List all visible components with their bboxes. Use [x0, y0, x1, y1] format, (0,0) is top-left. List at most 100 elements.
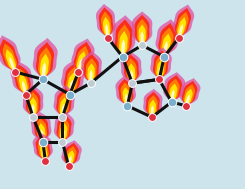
Point: [106, 36, 110, 39]
Polygon shape: [149, 100, 156, 117]
Polygon shape: [143, 89, 162, 117]
Polygon shape: [183, 84, 195, 106]
Polygon shape: [118, 79, 133, 106]
Polygon shape: [36, 118, 47, 142]
Polygon shape: [36, 135, 50, 161]
Polygon shape: [64, 63, 82, 94]
Polygon shape: [19, 74, 28, 94]
Polygon shape: [58, 92, 70, 117]
Polygon shape: [66, 67, 79, 94]
Polygon shape: [28, 92, 38, 117]
Polygon shape: [175, 8, 191, 38]
Polygon shape: [184, 89, 193, 106]
Polygon shape: [122, 87, 130, 106]
Polygon shape: [151, 105, 154, 117]
Polygon shape: [158, 23, 176, 57]
Polygon shape: [156, 19, 180, 57]
Polygon shape: [74, 42, 91, 72]
Polygon shape: [84, 54, 99, 83]
Polygon shape: [38, 47, 51, 79]
Polygon shape: [29, 97, 37, 117]
Polygon shape: [34, 115, 49, 142]
Polygon shape: [61, 129, 65, 142]
Polygon shape: [11, 61, 33, 94]
Polygon shape: [54, 85, 75, 117]
Polygon shape: [40, 129, 44, 142]
Polygon shape: [126, 58, 137, 83]
Polygon shape: [179, 24, 183, 38]
Polygon shape: [61, 59, 85, 94]
Point: [67, 165, 71, 168]
Polygon shape: [105, 24, 109, 38]
Polygon shape: [155, 54, 166, 79]
Polygon shape: [3, 43, 17, 72]
Polygon shape: [166, 75, 182, 102]
Polygon shape: [171, 89, 175, 102]
Polygon shape: [146, 92, 160, 117]
Polygon shape: [60, 123, 67, 142]
Polygon shape: [42, 149, 46, 161]
Polygon shape: [115, 19, 133, 57]
Point: [31, 116, 35, 119]
Polygon shape: [119, 31, 128, 57]
Point: [121, 55, 124, 58]
Polygon shape: [22, 81, 26, 94]
Polygon shape: [0, 35, 21, 72]
Polygon shape: [54, 112, 74, 142]
Polygon shape: [124, 54, 139, 83]
Polygon shape: [40, 143, 48, 161]
Polygon shape: [137, 19, 147, 45]
Polygon shape: [64, 143, 79, 166]
Polygon shape: [42, 62, 46, 79]
Point: [184, 104, 188, 107]
Polygon shape: [163, 41, 168, 57]
Polygon shape: [0, 39, 18, 72]
Polygon shape: [182, 81, 197, 106]
Polygon shape: [121, 51, 142, 83]
Point: [125, 104, 129, 107]
Polygon shape: [78, 58, 83, 72]
Polygon shape: [38, 123, 46, 142]
Polygon shape: [23, 85, 43, 117]
Polygon shape: [86, 58, 97, 83]
Polygon shape: [132, 11, 152, 45]
Polygon shape: [163, 72, 185, 102]
Polygon shape: [169, 84, 177, 102]
Polygon shape: [65, 146, 76, 166]
Polygon shape: [186, 94, 190, 106]
Polygon shape: [16, 68, 29, 94]
Polygon shape: [71, 39, 95, 72]
Polygon shape: [32, 104, 35, 117]
Polygon shape: [26, 88, 40, 117]
Polygon shape: [103, 17, 110, 38]
Polygon shape: [67, 150, 74, 166]
Polygon shape: [96, 4, 116, 38]
Polygon shape: [31, 112, 51, 142]
Point: [157, 78, 161, 81]
Polygon shape: [33, 132, 53, 161]
Polygon shape: [157, 60, 164, 79]
Polygon shape: [147, 95, 158, 117]
Polygon shape: [138, 24, 146, 45]
Point: [61, 116, 64, 119]
Point: [68, 93, 72, 96]
Polygon shape: [56, 88, 72, 117]
Polygon shape: [58, 118, 69, 142]
Polygon shape: [141, 31, 144, 45]
Polygon shape: [99, 7, 113, 38]
Polygon shape: [60, 97, 68, 117]
Point: [177, 36, 181, 39]
Polygon shape: [87, 63, 95, 83]
Polygon shape: [6, 49, 16, 72]
Polygon shape: [121, 39, 125, 57]
Polygon shape: [158, 66, 162, 79]
Polygon shape: [81, 51, 102, 83]
Polygon shape: [33, 38, 58, 79]
Polygon shape: [57, 115, 72, 142]
Polygon shape: [77, 51, 86, 72]
Polygon shape: [130, 70, 134, 83]
Point: [170, 101, 173, 104]
Polygon shape: [168, 79, 180, 102]
Polygon shape: [112, 15, 136, 57]
Polygon shape: [67, 72, 76, 94]
